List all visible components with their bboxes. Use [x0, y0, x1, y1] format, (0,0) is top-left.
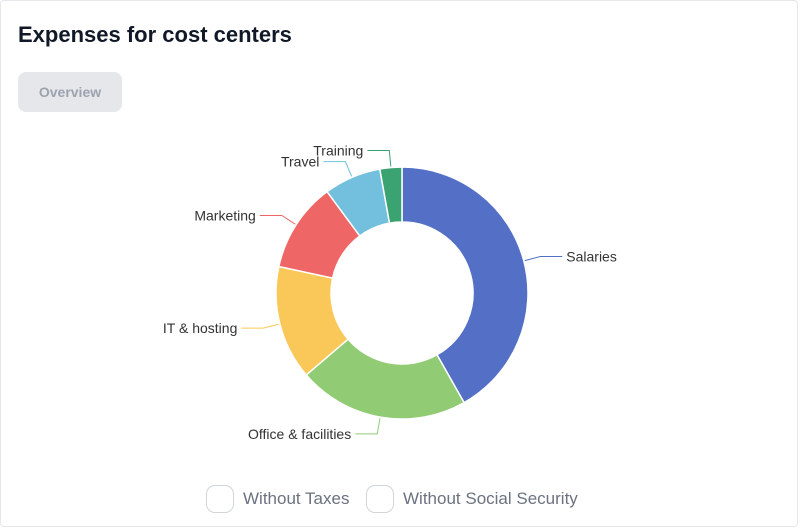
slice-label-salaries: Salaries: [566, 249, 617, 265]
tab-overview[interactable]: Overview: [18, 72, 122, 112]
leader-line-travel: [323, 161, 353, 177]
option-without-taxes[interactable]: Without Taxes: [206, 483, 349, 515]
leader-line-marketing: [259, 214, 296, 225]
leader-line-it-and-hosting: [241, 323, 280, 329]
without-social-security-label: Without Social Security: [403, 489, 578, 508]
card-title: Expenses for cost centers: [18, 22, 292, 47]
option-without-social-security[interactable]: Without Social Security: [366, 483, 578, 515]
slice-label-office-and-facilities: Office & facilities: [248, 426, 351, 442]
slice-training[interactable]: [378, 166, 403, 224]
chart-options: Without Taxes Without Social Security: [1, 483, 800, 515]
leader-line-office-and-facilities: [355, 417, 381, 435]
without-social-security-checkbox[interactable]: [366, 485, 394, 513]
slice-label-travel: Travel: [281, 154, 319, 170]
without-taxes-checkbox[interactable]: [206, 485, 234, 513]
slice-office-and-facilities[interactable]: [305, 338, 466, 420]
slice-label-marketing: Marketing: [194, 207, 255, 223]
donut-chart: Salaries Office & facilities IT & hosting M…: [163, 143, 617, 442]
leader-line-training: [367, 150, 392, 167]
slice-salaries[interactable]: [401, 166, 529, 404]
slice-label-training: Training: [313, 143, 363, 159]
slice-label-it-and-hosting: IT & hosting: [163, 320, 237, 336]
leader-line-salaries: [524, 256, 563, 262]
without-taxes-label: Without Taxes: [243, 489, 350, 508]
